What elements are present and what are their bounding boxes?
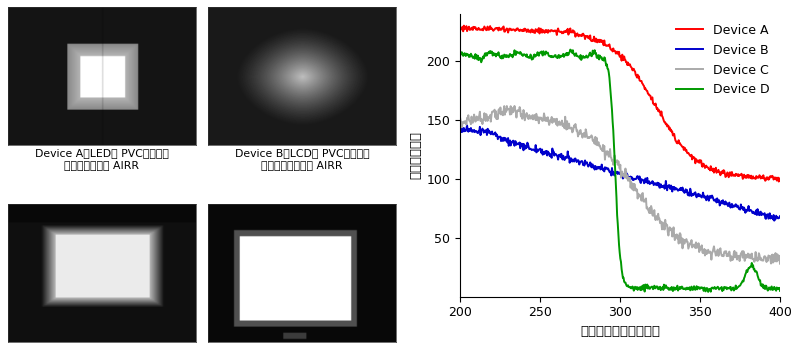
Device A (459, 23, 469, 28)
Line: Device A: Device A (460, 26, 780, 181)
Device C (610, 153, 619, 157)
Device B (768, 217, 778, 221)
Device D (608, 119, 618, 124)
Device D (566, 48, 575, 52)
Device A (629, 67, 638, 71)
Device B (455, 127, 465, 131)
Device D (775, 289, 785, 293)
X-axis label: 画像の中央からの位置: 画像の中央からの位置 (580, 325, 660, 338)
Device C (775, 262, 785, 266)
Device A (774, 179, 783, 184)
Device B (775, 214, 785, 218)
Device C (646, 204, 656, 208)
Device C (629, 188, 638, 193)
Device D (769, 287, 778, 292)
Text: Device A：LED， PVCシート，
ビーズタイプ， AIRR: Device A：LED， PVCシート， ビーズタイプ， AIRR (35, 148, 169, 170)
Device A (718, 171, 728, 175)
Y-axis label: 画素の輝度値: 画素の輝度値 (410, 131, 422, 179)
Device D (455, 51, 465, 55)
Device B (610, 174, 619, 178)
Device C (510, 104, 519, 108)
Device D (703, 290, 713, 294)
Device D (718, 288, 728, 292)
Line: Device D: Device D (460, 50, 780, 292)
Device B (629, 177, 638, 181)
Device B (770, 219, 779, 223)
Device A (608, 49, 618, 53)
Device C (768, 260, 778, 265)
Device B (608, 172, 618, 177)
Device A (646, 97, 656, 101)
Device A (610, 49, 619, 53)
Line: Device C: Device C (460, 106, 780, 264)
Device A (455, 23, 465, 28)
Text: Device B：LCD， PVCシート，
プリズムタイプ， AIRR: Device B：LCD， PVCシート， プリズムタイプ， AIRR (234, 148, 370, 170)
Line: Device B: Device B (460, 126, 780, 221)
Device D (629, 289, 638, 293)
Device B (718, 198, 728, 202)
Device C (718, 253, 728, 257)
Legend: Device A, Device B, Device C, Device D: Device A, Device B, Device C, Device D (672, 20, 774, 100)
Device D (646, 285, 656, 289)
Device A (775, 176, 785, 180)
Device C (608, 158, 618, 162)
Device C (455, 115, 465, 119)
Device A (768, 175, 778, 179)
Device B (462, 124, 472, 128)
Device D (610, 156, 619, 160)
Device B (646, 180, 656, 185)
